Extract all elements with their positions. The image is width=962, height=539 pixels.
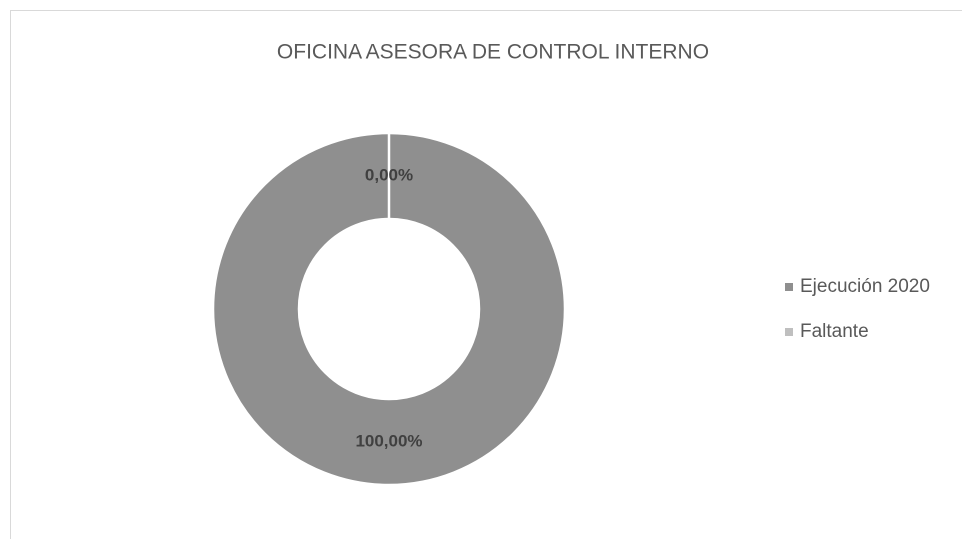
legend-label: Faltante — [800, 321, 869, 342]
legend-swatch — [785, 328, 793, 336]
chart-title: OFICINA ASESORA DE CONTROL INTERNO — [277, 41, 709, 64]
data-label: 0,00% — [365, 165, 413, 184]
donut-slice — [211, 131, 567, 487]
legend-swatch — [785, 283, 793, 291]
legend-label: Ejecución 2020 — [800, 276, 930, 297]
data-label: 100,00% — [355, 431, 422, 450]
